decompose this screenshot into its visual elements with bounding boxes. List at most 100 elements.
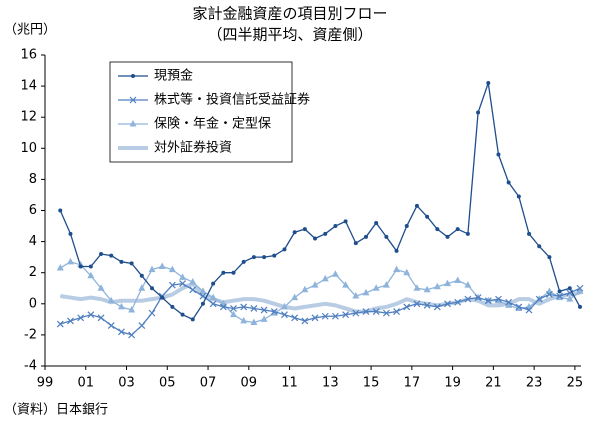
series-line	[60, 282, 581, 336]
point	[219, 303, 227, 311]
point	[527, 231, 532, 236]
x-tick-label: 13	[322, 376, 339, 391]
point	[323, 231, 328, 236]
legend-label: 保険・年金・定型保	[154, 116, 271, 132]
point	[567, 286, 572, 291]
point	[566, 295, 574, 302]
point	[272, 253, 277, 258]
point	[403, 268, 411, 276]
point	[160, 295, 165, 300]
point	[464, 295, 472, 303]
y-tick-label: 8	[29, 172, 37, 187]
point	[280, 302, 288, 310]
x-tick-label: 01	[77, 376, 94, 391]
x-tick-label: 23	[526, 376, 543, 391]
x-tick-label: 19	[444, 376, 461, 391]
point	[291, 293, 299, 301]
point	[343, 219, 348, 224]
point	[148, 309, 156, 317]
point	[516, 194, 521, 199]
point	[291, 314, 299, 322]
point	[313, 236, 318, 241]
point	[413, 300, 421, 308]
legend-label: 対外証券投資	[154, 140, 232, 156]
point	[464, 281, 472, 288]
point	[240, 316, 248, 324]
point	[67, 317, 74, 325]
point	[557, 289, 562, 294]
point	[362, 308, 370, 315]
point	[444, 300, 451, 308]
point	[333, 224, 338, 229]
point	[189, 278, 197, 285]
x-tick-label: 07	[200, 376, 217, 391]
point	[270, 308, 278, 315]
point	[281, 311, 288, 319]
point	[260, 315, 268, 322]
point	[321, 274, 329, 282]
point	[537, 244, 542, 249]
point	[78, 264, 83, 269]
chart-subtitle: （四半期平均、資産側）	[207, 26, 372, 44]
point	[372, 308, 380, 315]
point	[139, 273, 144, 278]
point	[117, 302, 125, 310]
point	[455, 227, 460, 232]
point	[577, 304, 582, 309]
series-line	[59, 281, 581, 314]
point	[179, 273, 187, 280]
point	[384, 234, 389, 239]
point	[311, 314, 319, 322]
point	[393, 308, 400, 315]
x-tick-label: 25	[567, 376, 584, 391]
point	[251, 255, 256, 260]
point	[260, 306, 268, 314]
x-tick-label: 21	[485, 376, 502, 391]
point	[535, 295, 543, 303]
point	[547, 255, 552, 260]
point	[199, 287, 207, 294]
legend-marker	[129, 120, 137, 127]
point	[129, 261, 134, 266]
point	[474, 294, 482, 302]
point	[576, 284, 584, 292]
point	[331, 270, 339, 277]
point	[118, 328, 125, 336]
series-line	[59, 261, 581, 324]
point	[301, 285, 309, 293]
point	[495, 295, 502, 303]
point	[241, 259, 246, 264]
point	[476, 110, 481, 115]
point	[97, 314, 105, 322]
point	[445, 234, 450, 239]
y-tick-label: -4	[24, 359, 37, 374]
point	[301, 317, 309, 325]
point	[107, 322, 115, 329]
point	[230, 310, 238, 318]
point	[454, 298, 462, 306]
point	[87, 271, 95, 279]
y-tick-label: 16	[20, 48, 37, 63]
point	[149, 286, 154, 291]
point	[302, 227, 307, 232]
point	[372, 284, 380, 291]
point	[342, 311, 350, 319]
legend-label: 株式等・投資信託受益証券	[154, 92, 310, 108]
point	[209, 300, 217, 308]
point	[321, 312, 329, 320]
point	[525, 302, 533, 310]
legend-marker	[129, 96, 137, 104]
point	[148, 265, 156, 273]
point	[496, 152, 501, 157]
point	[282, 247, 287, 252]
y-tick-label: 4	[29, 234, 37, 249]
y-tick-label: 14	[20, 79, 37, 94]
point	[109, 253, 114, 258]
point	[545, 287, 553, 294]
point	[505, 298, 513, 306]
point	[262, 255, 267, 260]
point	[556, 292, 564, 300]
x-tick-label: 05	[159, 376, 176, 391]
